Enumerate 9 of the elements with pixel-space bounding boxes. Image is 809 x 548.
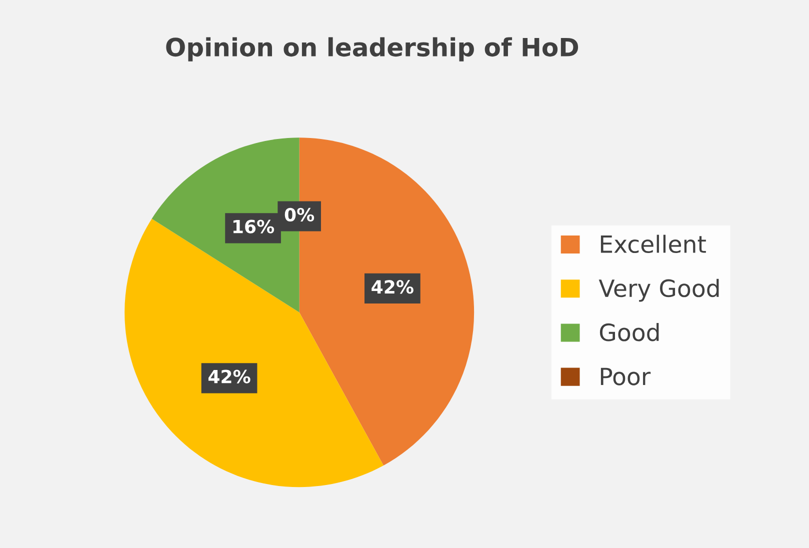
data-label: 42%	[208, 370, 250, 384]
data-label: 42%	[372, 280, 414, 294]
data-label: 16%	[233, 220, 274, 234]
chart-title: Opinion on leadership of HoD	[166, 37, 578, 62]
text: 0%	[284, 208, 314, 222]
legend-label: Poor	[600, 368, 651, 386]
legend-label: Good	[600, 322, 659, 342]
legend-label: Excellent	[600, 234, 706, 254]
legend-label: Very Good	[598, 278, 719, 302]
